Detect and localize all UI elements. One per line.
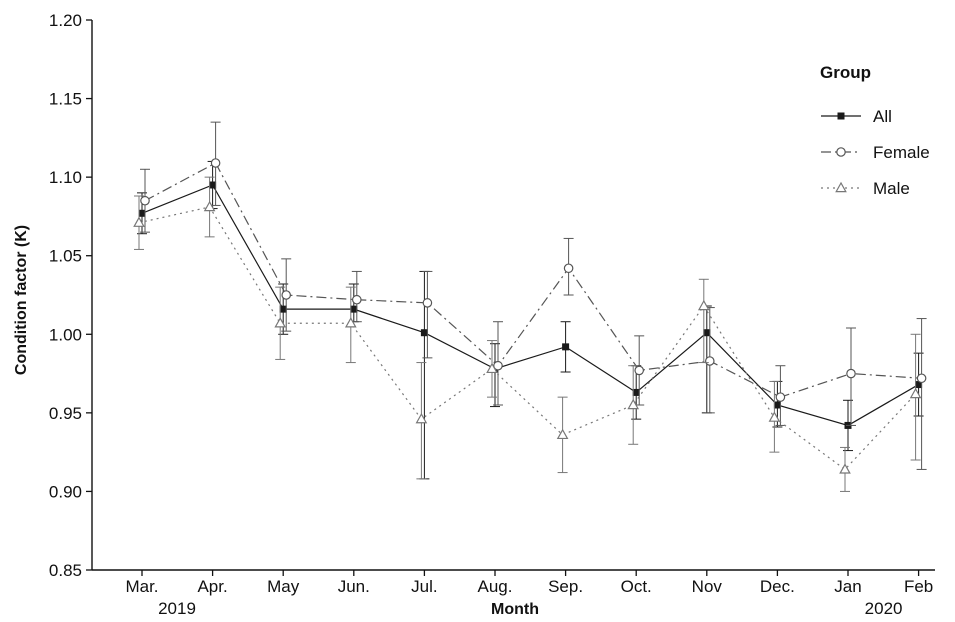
x-tick-label: Sep. xyxy=(548,577,583,596)
female-point xyxy=(563,263,574,274)
legend-title: Group xyxy=(820,63,871,82)
all-point xyxy=(138,209,146,217)
male-point xyxy=(627,398,640,410)
year-label-end: 2020 xyxy=(865,599,903,618)
y-ticks: 0.85 0.90 0.95 1.00 1.05 1.10 1.15 1.20 xyxy=(49,11,92,580)
series-layer xyxy=(133,121,927,492)
legend-label-male: Male xyxy=(873,179,910,198)
all-point xyxy=(279,305,287,313)
female-point xyxy=(493,360,503,371)
legend: Group All Female Male xyxy=(820,63,930,198)
axes: 0.85 0.90 0.95 1.00 1.05 1.10 1.15 1.20 Mar. Apr… xyxy=(49,11,935,596)
legend-label-all: All xyxy=(873,107,892,126)
female-point xyxy=(140,195,150,206)
male-point xyxy=(344,317,357,328)
legend-item-male: Male xyxy=(821,179,910,198)
year-label-start: 2019 xyxy=(158,599,196,618)
y-tick-label: 1.10 xyxy=(49,168,82,187)
all-point xyxy=(209,181,217,189)
x-tick-label: Jan xyxy=(834,577,861,596)
y-tick-label: 1.15 xyxy=(49,90,82,109)
x-tick-label: Oct. xyxy=(621,577,652,596)
legend-items: All Female Male xyxy=(821,107,930,198)
y-tick-label: 0.95 xyxy=(49,404,82,423)
y-tick-label: 1.05 xyxy=(49,247,82,266)
all-point xyxy=(773,401,781,409)
x-tick-label: Jul. xyxy=(411,577,437,596)
y-tick-label: 1.20 xyxy=(49,11,82,30)
all-point xyxy=(632,388,640,396)
x-tick-label: Apr. xyxy=(197,577,227,596)
x-tick-label: Jun. xyxy=(338,577,370,596)
male-point xyxy=(133,216,145,227)
all-line xyxy=(141,184,919,427)
male-point xyxy=(415,412,428,424)
female-point xyxy=(846,368,856,379)
x-tick-label: Mar. xyxy=(125,577,158,596)
female-line xyxy=(144,162,922,398)
legend-marker-all xyxy=(837,112,845,120)
y-tick-label: 1.00 xyxy=(49,325,82,344)
female-point xyxy=(281,290,291,300)
x-tick-label: May xyxy=(267,577,300,596)
male-point xyxy=(697,299,710,311)
x-axis-title: Month xyxy=(491,601,539,618)
y-tick-label: 0.85 xyxy=(49,561,82,580)
series-male xyxy=(133,176,922,492)
legend-item-female: Female xyxy=(821,143,930,162)
x-tick-label: Nov xyxy=(692,577,723,596)
female-point xyxy=(422,298,433,308)
all-point xyxy=(420,329,428,337)
female-point xyxy=(210,158,221,168)
female-point xyxy=(704,356,715,366)
male-point xyxy=(203,200,216,212)
legend-marker-female xyxy=(836,147,846,157)
x-tick-label: Aug. xyxy=(478,577,513,596)
all-point xyxy=(562,343,570,351)
male-point xyxy=(486,362,498,374)
male-point xyxy=(768,411,781,422)
male-line xyxy=(138,206,917,471)
x-ticks: Mar. Apr. May Jun. Jul. Aug. Sep. Oct. Nov Dec. Ja… xyxy=(125,570,933,596)
all-point xyxy=(350,305,358,313)
all-point xyxy=(915,381,923,389)
y-tick-label: 0.90 xyxy=(49,482,82,501)
male-point xyxy=(909,387,922,399)
all-point xyxy=(703,329,711,337)
female-point xyxy=(351,294,362,305)
y-axis-title: Condition factor (K) xyxy=(13,225,30,375)
series-female xyxy=(140,121,927,470)
legend-item-all: All xyxy=(821,107,892,126)
legend-label-female: Female xyxy=(873,143,930,162)
male-point xyxy=(556,428,569,440)
x-tick-label: Feb xyxy=(904,577,933,596)
male-point xyxy=(839,463,851,474)
x-tick-label: Dec. xyxy=(760,577,795,596)
female-point xyxy=(634,365,644,376)
legend-marker-male xyxy=(835,181,847,193)
male-point xyxy=(274,317,287,328)
female-point xyxy=(775,392,786,402)
female-point xyxy=(916,373,927,384)
